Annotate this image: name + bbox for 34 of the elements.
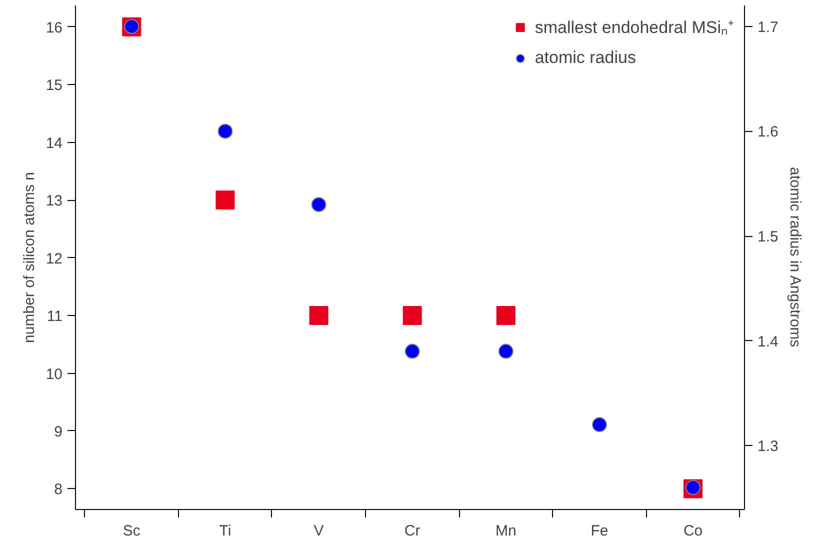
x-tick-label: Fe — [590, 522, 608, 540]
y-tick-label: 13 — [46, 192, 63, 210]
y2-tick-label: 1.7 — [758, 18, 778, 36]
y-tick-label: 14 — [46, 134, 63, 152]
point — [498, 344, 514, 359]
y2-tick-label: 1.6 — [758, 124, 778, 141]
point — [402, 306, 422, 326]
y-axis-title: number of silicon atoms n — [20, 172, 38, 343]
point — [311, 197, 326, 212]
x-tick-label: Co — [683, 522, 703, 540]
point — [496, 306, 516, 326]
y-tick-label: 10 — [46, 366, 63, 383]
y-tick-label: 12 — [46, 250, 63, 268]
y2-axis-title: atomic radius in Angstroms — [786, 167, 804, 348]
x-tick-label: Mn — [495, 522, 516, 540]
y-tick-label: 8 — [54, 481, 62, 498]
legend-label: smallest endohedral MSiₙ⁺ — [534, 17, 734, 38]
x-tick-label: V — [314, 522, 324, 540]
y-tick-label: 16 — [46, 19, 63, 36]
x-tick-label: Ti — [219, 522, 232, 540]
point — [404, 344, 420, 359]
y2-tick-label: 1.3 — [758, 438, 778, 456]
y2-tick-label: 1.5 — [758, 228, 778, 246]
point — [218, 124, 233, 139]
y-tick-label: 15 — [46, 77, 63, 94]
x-tick-label: Cr — [404, 522, 420, 540]
point — [592, 417, 607, 432]
point — [216, 190, 235, 210]
y-tick-label: 11 — [46, 308, 63, 326]
y-tick-label: 9 — [54, 423, 62, 440]
x-tick-label: Sc — [122, 522, 141, 540]
y2-tick-label: 1.4 — [758, 333, 778, 350]
point — [309, 306, 328, 326]
legend-label: atomic radius — [534, 48, 636, 68]
